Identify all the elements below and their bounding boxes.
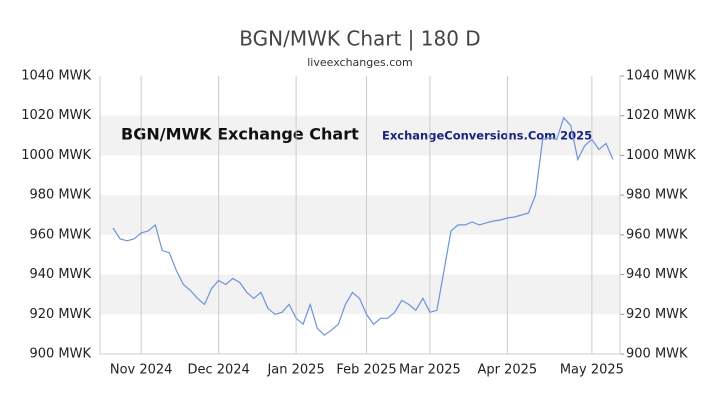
grid-band [100, 115, 620, 156]
y-tick-label-right: 1000 MWK [626, 148, 696, 163]
y-tick-label: 920 MWK [29, 307, 91, 322]
x-tick-label: May 2025 [560, 363, 624, 378]
band-layer [100, 115, 620, 315]
y-tick-label: 940 MWK [29, 267, 91, 282]
y-tick-label-right: 960 MWK [626, 227, 688, 242]
y-tick-label: 960 MWK [29, 227, 91, 242]
y-tick-label-right: 1020 MWK [626, 108, 696, 123]
x-tick-label: Mar 2025 [399, 363, 461, 378]
x-tick-label: Nov 2024 [110, 363, 173, 378]
y-tick-label: 1000 MWK [21, 148, 91, 163]
grid-band [100, 195, 620, 235]
y-tick-label-right: 920 MWK [626, 307, 688, 322]
grid-band [100, 274, 620, 315]
chart-subtitle: liveexchanges.com [307, 56, 412, 69]
x-tick-label: Feb 2025 [336, 363, 396, 378]
y-tick-label-right: 940 MWK [626, 267, 688, 282]
annotation: ExchangeConversions.Com 2025 [382, 129, 592, 143]
y-tick-label: 1020 MWK [21, 108, 91, 123]
y-tick-label-right: 900 MWK [626, 347, 688, 362]
y-tick-label-right: 980 MWK [626, 188, 688, 203]
x-tick-label: Apr 2025 [478, 363, 538, 378]
y-tick-label-right: 1040 MWK [626, 69, 696, 84]
chart-title: BGN/MWK Chart | 180 D [239, 27, 480, 51]
x-tick-label: Dec 2024 [187, 363, 249, 378]
annotation: BGN/MWK Exchange Chart [121, 125, 359, 144]
x-tick-label: Jan 2025 [266, 363, 324, 378]
price-line [112, 116, 614, 336]
y-tick-label: 1040 MWK [21, 69, 91, 84]
y-tick-label: 900 MWK [29, 347, 91, 362]
y-tick-label: 980 MWK [29, 188, 91, 203]
